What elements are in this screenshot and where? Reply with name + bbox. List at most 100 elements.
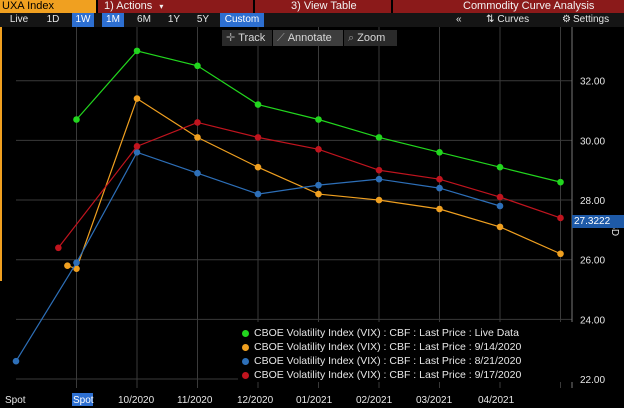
data-point	[194, 134, 201, 141]
data-point	[315, 116, 322, 123]
y-tick-label: 28.00	[580, 196, 605, 207]
series-line	[57, 121, 561, 249]
data-point	[133, 47, 141, 55]
dropdown-arrow-icon: ▾	[159, 2, 164, 11]
settings-label: Settings	[572, 14, 610, 25]
y-tick-label: 24.00	[580, 315, 605, 326]
data-point	[315, 181, 322, 189]
gear-icon: ⚙	[562, 14, 571, 25]
legend-marker	[242, 329, 249, 337]
data-point	[194, 62, 201, 70]
view-table-button[interactable]: 3) View Table	[255, 0, 391, 13]
page-title: Commodity Curve Analysis	[393, 0, 624, 13]
y-tick-label: 22.00	[580, 375, 605, 386]
curves-label: Curves	[497, 14, 530, 25]
y-tick-label: 26.00	[580, 256, 605, 267]
data-point	[315, 146, 322, 153]
period-button-1w[interactable]: 1W	[72, 13, 94, 27]
left-accent-bar	[0, 27, 2, 281]
ticker-field[interactable]: UXA Index	[0, 0, 96, 13]
track-label: Track	[238, 32, 266, 44]
data-point	[496, 223, 504, 231]
y-tick-label: 32.00	[580, 77, 605, 88]
zoom-mode-button[interactable]: ⌕ Zoom	[344, 30, 397, 46]
period-button-1d[interactable]: 1D	[46, 14, 60, 25]
legend-marker	[242, 343, 249, 351]
zoom-label: Zoom	[357, 32, 386, 44]
last-price-label: 27.3222	[572, 215, 624, 228]
data-point	[254, 190, 262, 198]
data-point	[557, 178, 564, 186]
legend-item[interactable]: CBOE Volatility Index (VIX) : CBF : Last…	[242, 354, 521, 368]
period-button-1m[interactable]: 1M	[102, 13, 124, 27]
collapse-icon[interactable]: «	[456, 14, 462, 25]
legend-item[interactable]: CBOE Volatility Index (VIX) : CBF : Last…	[242, 326, 519, 340]
curves-button[interactable]: ⇅ Curves	[486, 13, 529, 27]
legend-label: CBOE Volatility Index (VIX) : CBF : Last…	[254, 341, 522, 353]
legend-marker	[242, 357, 249, 365]
data-point	[557, 214, 564, 222]
data-point	[133, 149, 141, 156]
data-point	[73, 265, 80, 272]
data-point	[194, 169, 201, 177]
data-point	[436, 175, 443, 183]
legend-marker	[242, 371, 249, 379]
x-tick-label: 04/2021	[478, 395, 515, 406]
period-toolbar	[0, 13, 624, 27]
data-point	[55, 244, 62, 252]
x-tick-highlight	[72, 393, 93, 406]
data-point	[436, 184, 443, 192]
data-point	[133, 143, 141, 150]
x-tick-label: 10/2020	[118, 395, 155, 406]
data-point	[133, 95, 141, 102]
crosshair-icon: ✛	[226, 32, 236, 44]
legend-item[interactable]: CBOE Volatility Index (VIX) : CBF : Last…	[242, 340, 521, 354]
period-button-1y[interactable]: 1Y	[167, 14, 181, 25]
x-tick-label: 12/2020	[237, 395, 274, 406]
data-point	[496, 202, 504, 210]
data-point	[64, 262, 71, 269]
data-point	[254, 163, 262, 171]
series-line	[67, 97, 561, 270]
legend-item[interactable]: CBOE Volatility Index (VIX) : CBF : Last…	[242, 368, 521, 382]
pencil-icon: ⟋	[277, 32, 285, 44]
y-tick-label: 30.00	[580, 136, 605, 147]
data-point	[375, 175, 383, 183]
x-tick-label: 11/2020	[177, 395, 213, 406]
x-tick-label: 01/2021	[296, 395, 333, 406]
data-point	[496, 193, 504, 201]
settings-button[interactable]: ⚙ Settings	[562, 13, 609, 27]
chart-legend: CBOE Volatility Index (VIX) : CBF : Last…	[238, 322, 576, 382]
annotate-mode-button[interactable]: ⟋ Annotate	[273, 30, 343, 46]
period-button-live[interactable]: Live	[9, 14, 29, 25]
period-button-custom[interactable]: Custom	[220, 13, 264, 27]
data-point	[375, 166, 383, 174]
actions-label: 1) Actions	[104, 0, 153, 12]
data-point	[73, 116, 80, 123]
data-point	[436, 205, 443, 213]
data-point	[73, 259, 80, 266]
x-tick-label: 02/2021	[356, 395, 393, 406]
period-button-6m[interactable]: 6M	[137, 14, 151, 25]
x-tick-label: Spot	[73, 395, 94, 406]
data-point	[254, 101, 262, 108]
data-point	[375, 134, 383, 141]
data-point	[557, 250, 564, 258]
data-point	[436, 149, 443, 156]
actions-menu[interactable]: 1) Actions ▾	[98, 0, 253, 13]
legend-label: CBOE Volatility Index (VIX) : CBF : Last…	[254, 369, 522, 381]
track-mode-button[interactable]: ✛ Track	[222, 30, 272, 46]
legend-label: CBOE Volatility Index (VIX) : CBF : Last…	[254, 327, 519, 339]
annotate-label: Annotate	[287, 32, 332, 44]
data-point	[315, 190, 322, 198]
x-tick-label: Spot	[5, 395, 26, 406]
period-button-5y[interactable]: 5Y	[196, 14, 210, 25]
x-tick-label: 03/2021	[416, 395, 453, 406]
data-point	[496, 163, 504, 171]
magnifier-icon: ⌕	[348, 32, 355, 44]
data-point	[12, 357, 20, 365]
data-point	[254, 134, 262, 141]
curves-icon: ⇅	[486, 14, 495, 25]
data-point	[375, 196, 383, 204]
data-point	[194, 119, 201, 126]
